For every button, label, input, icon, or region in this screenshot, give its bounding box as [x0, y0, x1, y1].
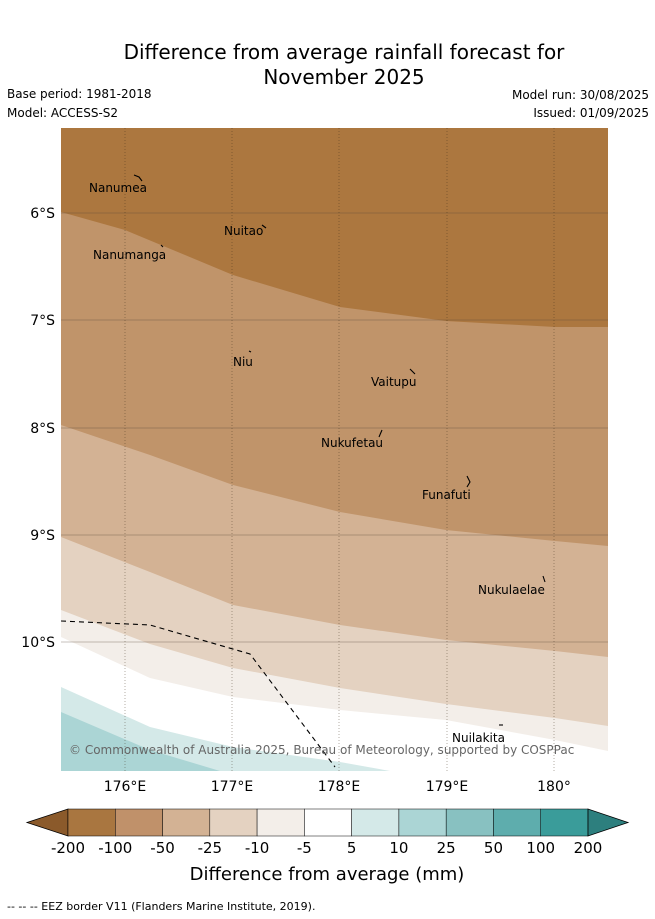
band-wet-light	[61, 712, 220, 771]
latitude-gridlines	[61, 212, 608, 643]
lat-label-9s: 9°S	[30, 528, 55, 544]
base-period-text: Base period: 1981-2018	[7, 87, 152, 101]
place-label-nukufetau: Nukufetau	[321, 436, 383, 450]
place-label-niu: Niu	[233, 355, 253, 369]
copyright-text: © Commonwealth of Australia 2025, Bureau…	[69, 743, 574, 757]
place-label-nanumanga: Nanumanga	[93, 248, 166, 262]
lon-label-176e: 176°E	[104, 779, 147, 795]
colorbar-bin	[445, 808, 494, 837]
colorbar-bin	[493, 808, 541, 837]
colorbar-extend-high	[587, 808, 630, 837]
island-nanumea	[133, 174, 143, 182]
colorbar-bin	[398, 808, 447, 837]
island-nukufetau	[378, 429, 383, 438]
island-funafuti	[466, 475, 471, 488]
title-line-2: November 2025	[263, 65, 425, 89]
colorbar-bin	[351, 808, 400, 837]
colorbar: -200 -100 -50 -25 -10 -5 5 10 25 50 100 200	[25, 808, 630, 857]
map-area: Nanumea Nuitao Nanumanga Niu Vaitupu Nuk…	[61, 128, 608, 771]
colorbar-tick-label: 50	[484, 839, 503, 857]
colorbar-bin	[540, 808, 589, 837]
lat-label-8s: 8°S	[30, 421, 55, 437]
colorbar-bin	[115, 808, 163, 837]
lon-label-179e: 179°E	[426, 779, 469, 795]
colorbar-tick-label: 5	[347, 839, 357, 857]
colorbar-extend-low	[25, 808, 69, 837]
island-outlines	[133, 174, 546, 726]
eez-footnote: -- -- -- EEZ border V11 (Flanders Marine…	[7, 900, 316, 913]
longitude-gridlines	[124, 128, 555, 771]
place-labels: Nanumea Nuitao Nanumanga Niu Vaitupu Nuk…	[89, 181, 545, 745]
colorbar-tick-label: 200	[574, 839, 603, 857]
band-average	[61, 637, 608, 771]
colorbar-tick-label: -5	[297, 839, 312, 857]
lat-label-10s: 10°S	[21, 635, 55, 651]
colorbar-tick-label: 25	[437, 839, 456, 857]
island-nukulaelae	[542, 575, 546, 583]
place-label-nuilakita: Nuilakita	[452, 731, 505, 745]
eez-border-line	[61, 620, 336, 768]
map-title: Difference from average rainfall forecas…	[0, 40, 655, 90]
colorbar-bin	[162, 808, 211, 837]
colorbar-tick-label: -200	[51, 839, 85, 857]
colorbar-bin	[256, 808, 305, 837]
colorbar-bin	[67, 808, 116, 837]
title-line-1: Difference from average rainfall forecas…	[123, 40, 565, 64]
latitude-labels: 6°S 7°S 8°S 9°S 10°S	[21, 206, 55, 651]
lat-label-6s: 6°S	[30, 206, 55, 222]
colorbar-tick-label: -50	[150, 839, 175, 857]
island-nuitao	[261, 224, 267, 229]
place-label-nuitao: Nuitao	[224, 224, 263, 238]
colorbar-tick-label: -10	[245, 839, 270, 857]
lon-label-180: 180°	[537, 779, 571, 795]
colorbar-tick-label: -100	[98, 839, 132, 857]
colorbar-tick-label: 100	[526, 839, 555, 857]
place-label-vaitupu: Vaitupu	[371, 375, 417, 389]
issued-text: Issued: 01/09/2025	[533, 106, 649, 120]
longitude-labels: 176°E 177°E 178°E 179°E 180°	[104, 779, 571, 795]
model-text: Model: ACCESS-S2	[7, 106, 119, 120]
colorbar-label: Difference from average (mm)	[190, 864, 465, 885]
lat-label-7s: 7°S	[30, 313, 55, 329]
island-nanumanga	[160, 244, 164, 248]
island-niu	[248, 350, 252, 353]
model-run-text: Model run: 30/08/2025	[511, 88, 649, 102]
colorbar-tick-label: -25	[198, 839, 223, 857]
place-label-funafuti: Funafuti	[422, 488, 471, 502]
place-label-nanumea: Nanumea	[89, 181, 147, 195]
island-vaitupu	[409, 368, 416, 375]
colorbar-bin	[304, 808, 352, 837]
colorbar-tick-label: 10	[389, 839, 408, 857]
lon-label-178e: 178°E	[318, 779, 361, 795]
lon-label-177e: 177°E	[211, 779, 254, 795]
place-label-nukulaelae: Nukulaelae	[478, 583, 545, 597]
colorbar-bin	[209, 808, 258, 837]
